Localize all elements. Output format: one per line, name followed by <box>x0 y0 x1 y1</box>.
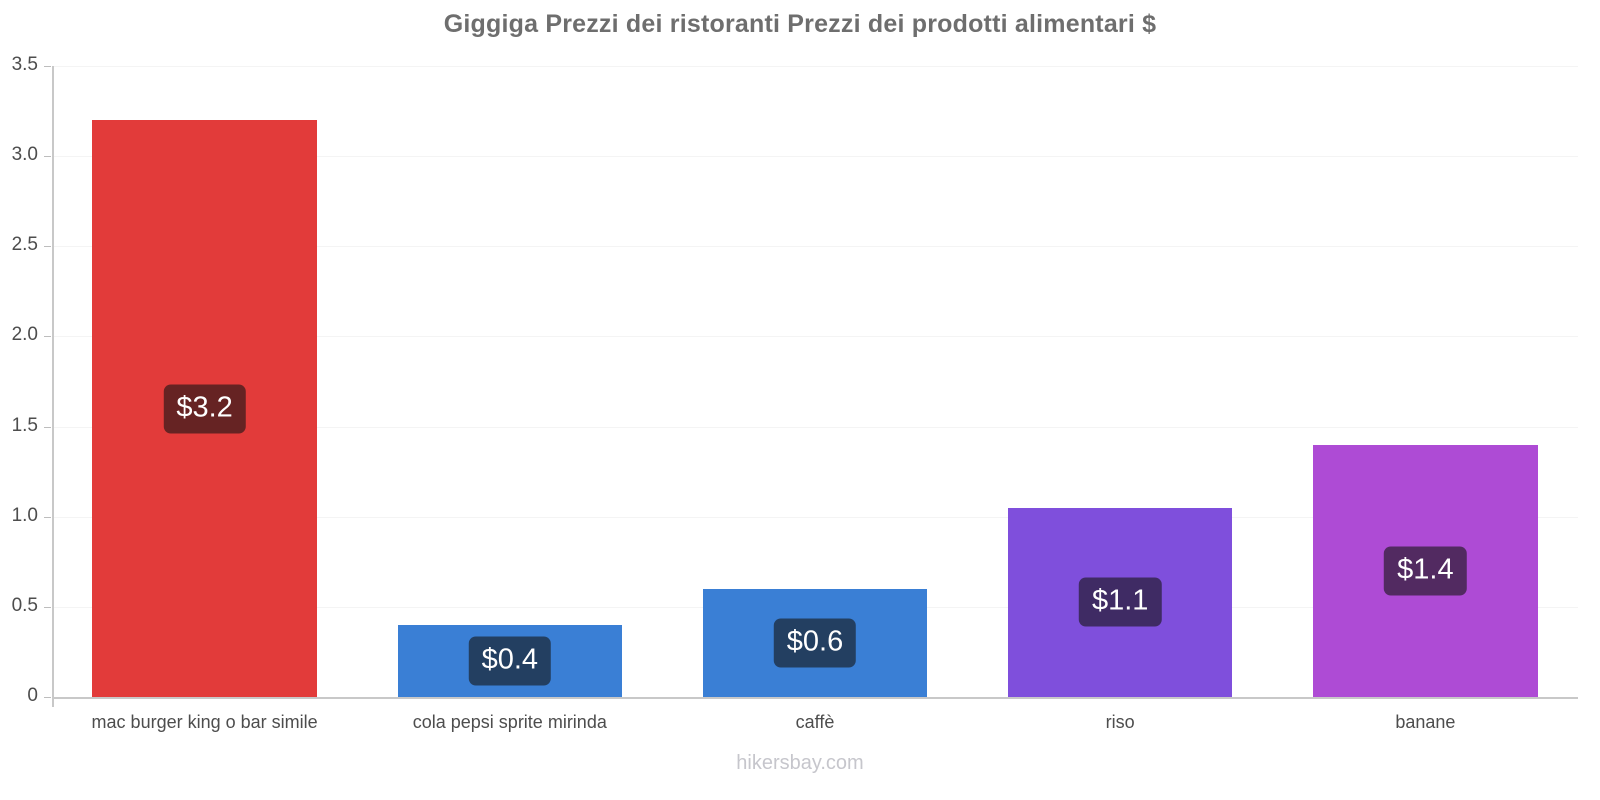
y-axis-tick-mark <box>44 516 51 518</box>
y-axis-tick-mark <box>44 697 51 698</box>
x-axis-tick-label: banane <box>1395 712 1456 732</box>
bar[interactable] <box>1008 507 1233 697</box>
gridline <box>52 516 1578 518</box>
y-axis-tick-label: 3.0 <box>11 144 38 166</box>
bar[interactable] <box>702 588 928 697</box>
x-axis-origin-tick <box>52 697 54 707</box>
y-axis-tick-mark <box>44 426 51 428</box>
x-axis-line <box>52 697 1578 699</box>
gridline <box>52 66 1578 67</box>
y-axis-tick-mark <box>44 66 51 67</box>
y-axis-tick-label: 0.5 <box>11 594 38 616</box>
y-axis-tick-label: 0 <box>27 685 38 706</box>
y-axis-tick-label: 3.5 <box>11 54 38 75</box>
x-axis-tick-label: riso <box>1105 712 1135 732</box>
y-axis-tick-mark <box>44 336 51 338</box>
y-axis-line <box>52 66 54 702</box>
x-axis-tick-label: mac burger king o bar simile <box>91 712 318 732</box>
gridline <box>52 336 1578 338</box>
chart-title: Giggiga Prezzi dei ristoranti Prezzi dei… <box>443 10 1157 38</box>
y-axis-tick-mark <box>44 156 51 158</box>
y-axis-tick-mark <box>44 606 51 608</box>
gridline <box>52 156 1578 158</box>
bar[interactable] <box>1313 444 1538 697</box>
y-axis-tick-label: 2.0 <box>11 324 38 346</box>
gridline <box>52 426 1578 428</box>
y-axis-tick-mark <box>44 246 51 248</box>
y-axis-tick-label: 1.5 <box>11 414 38 436</box>
bar[interactable] <box>92 120 317 697</box>
y-axis-tick-label: 2.5 <box>11 234 38 256</box>
y-axis-tick-label: 1.0 <box>11 504 38 526</box>
x-axis-tick-label: cola pepsi sprite mirinda <box>412 712 607 732</box>
gridline <box>52 246 1578 248</box>
x-axis-tick-label: caffè <box>795 712 835 732</box>
bar[interactable] <box>397 624 622 697</box>
watermark-text: hikersbay.com <box>736 752 864 774</box>
